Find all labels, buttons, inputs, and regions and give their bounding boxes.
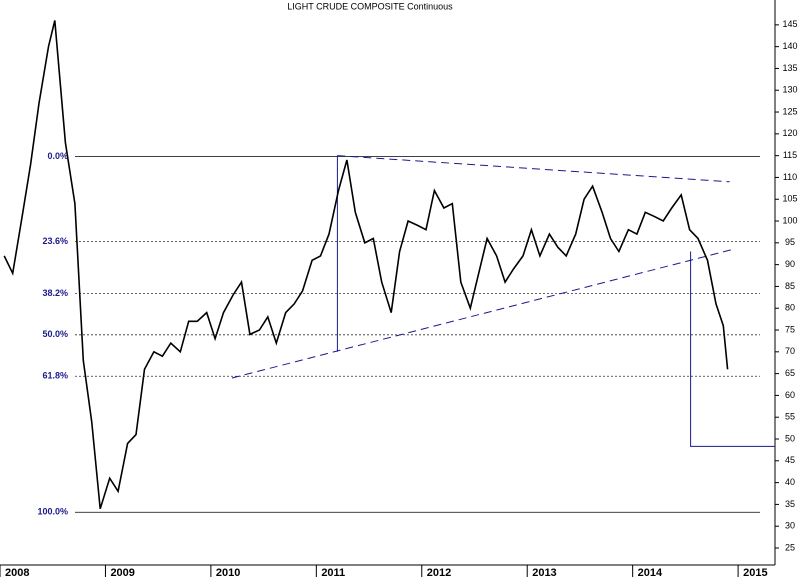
y-tick-label: 80 bbox=[785, 303, 795, 313]
y-tick-label: 65 bbox=[785, 368, 795, 378]
y-tick-label: 40 bbox=[785, 477, 795, 487]
y-tick-label: 50 bbox=[785, 433, 795, 443]
fib-label: 38.2% bbox=[42, 288, 68, 298]
y-tick-label: 90 bbox=[785, 259, 795, 269]
fib-label: 61.8% bbox=[42, 371, 68, 381]
fib-label: 50.0% bbox=[42, 329, 68, 339]
x-tick-label: 2013 bbox=[532, 567, 556, 579]
y-tick-label: 70 bbox=[785, 346, 795, 356]
y-tick-label: 105 bbox=[782, 194, 797, 204]
fib-label: 100.0% bbox=[37, 507, 68, 517]
trend-line bbox=[231, 248, 733, 379]
trend-line bbox=[690, 251, 775, 447]
y-tick-label: 95 bbox=[785, 237, 795, 247]
y-tick-label: 25 bbox=[785, 542, 795, 552]
x-tick-label: 2008 bbox=[5, 567, 29, 579]
y-tick-label: 55 bbox=[785, 412, 795, 422]
y-tick-label: 125 bbox=[782, 106, 797, 116]
y-tick-label: 120 bbox=[782, 128, 797, 138]
y-tick-label: 100 bbox=[782, 215, 797, 225]
price-line bbox=[3, 20, 729, 510]
y-tick-label: 140 bbox=[782, 41, 797, 51]
y-tick-label: 30 bbox=[785, 521, 795, 531]
y-tick-label: 130 bbox=[782, 85, 797, 95]
x-tick-label: 2009 bbox=[110, 567, 134, 579]
y-tick-label: 110 bbox=[783, 172, 797, 182]
y-tick-label: 115 bbox=[783, 150, 797, 160]
y-tick-label: 145 bbox=[782, 19, 797, 29]
y-tick-label: 45 bbox=[785, 455, 795, 465]
fib-label: 23.6% bbox=[42, 236, 68, 246]
x-tick-label: 2011 bbox=[321, 567, 345, 579]
y-tick-label: 85 bbox=[785, 281, 795, 291]
x-tick-label: 2010 bbox=[216, 567, 240, 579]
x-tick-label: 2014 bbox=[638, 567, 663, 579]
y-tick-label: 75 bbox=[785, 324, 795, 334]
chart-title: LIGHT CRUDE COMPOSITE Continuous bbox=[287, 1, 453, 11]
y-tick-label: 60 bbox=[785, 390, 795, 400]
trend-line bbox=[337, 155, 730, 183]
x-tick-label: 2015 bbox=[743, 567, 767, 579]
y-tick-label: 35 bbox=[785, 499, 795, 509]
x-tick-label: 2012 bbox=[427, 567, 451, 579]
y-tick-label: 135 bbox=[782, 63, 797, 73]
fib-label: 0.0% bbox=[47, 151, 68, 161]
